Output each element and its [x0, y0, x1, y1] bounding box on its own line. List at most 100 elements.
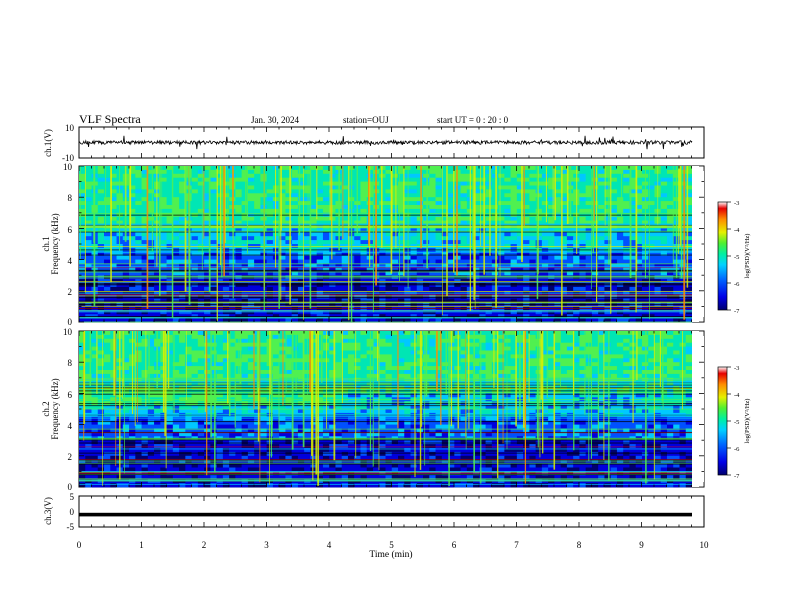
spectrogram-cell: [329, 220, 336, 225]
spectrogram-cell: [566, 255, 574, 260]
spectrogram-cell: [560, 255, 568, 260]
spectrogram-cell: [416, 310, 424, 315]
spectrogram-cell: [254, 201, 261, 206]
spectrogram-cell: [510, 220, 518, 225]
spectrogram-cell: [523, 259, 530, 264]
spectrogram-cell: [591, 185, 599, 190]
spectrogram-cell: [548, 216, 555, 221]
spectrogram-cell: [335, 294, 343, 299]
spectrogram-cell: [172, 177, 180, 182]
spectrogram-cell: [385, 271, 393, 276]
spectrogram-cell: [291, 294, 299, 299]
spectrogram-cell: [573, 251, 580, 257]
spectrogram-cell: [416, 228, 424, 233]
hum-line: [79, 213, 692, 215]
spectrogram-cell: [310, 259, 318, 264]
spectrogram-cell: [679, 286, 687, 292]
spectrogram-cell: [160, 224, 167, 229]
spectrogram-cell: [466, 338, 474, 344]
spectrogram-cell: [598, 334, 605, 340]
spectrogram-cell: [510, 318, 518, 323]
spectrogram-cell: [623, 342, 630, 347]
spectrogram-cell: [479, 338, 486, 344]
spectrogram-cell: [473, 275, 480, 280]
spectrogram-cell: [254, 216, 261, 221]
spectrogram-cell: [354, 350, 361, 355]
spectrogram-cell: [85, 334, 92, 340]
spectrogram-cell: [391, 220, 399, 225]
spectrogram-cell: [666, 263, 674, 268]
hum-line: [79, 275, 692, 277]
spectrogram-cell: [529, 236, 537, 241]
spectrogram-cell: [554, 244, 562, 249]
spectrogram-cell: [441, 232, 449, 237]
spectrogram-cell: [341, 216, 349, 221]
spectrogram-cell: [554, 251, 562, 257]
spectrogram-cell: [498, 255, 505, 260]
spectrogram-cell: [423, 271, 430, 276]
spectrogram-cell: [491, 259, 499, 264]
spectrogram-cell: [635, 216, 643, 221]
spectrogram-cell: [410, 318, 418, 323]
spectrogram-cell: [216, 240, 224, 245]
spectrogram-cell: [598, 232, 605, 237]
spectrogram-cell: [110, 255, 117, 260]
spectrogram-cell: [279, 318, 286, 323]
spectrogram-cell: [322, 286, 330, 292]
spectrogram-cell: [85, 267, 92, 272]
spectrogram-cell: [460, 338, 468, 344]
spectrogram-cell: [548, 177, 555, 182]
spectrogram-cell: [91, 354, 99, 359]
spectrogram-cell: [160, 197, 167, 202]
spectrogram-cell: [322, 310, 330, 315]
spectrogram-cell: [660, 205, 668, 210]
spectrogram-cell: [79, 240, 86, 245]
spectrogram-cell: [122, 275, 130, 280]
hum-line: [79, 311, 692, 313]
spectrogram-cell: [272, 331, 280, 336]
spectrogram-cell: [360, 197, 368, 202]
spectrogram-cell: [247, 228, 255, 233]
sferic-streak: [672, 166, 674, 264]
spectrogram-cell: [122, 346, 130, 351]
spectrogram-cell: [535, 201, 543, 206]
spectrogram-cell: [247, 169, 255, 175]
spectrogram-cell: [160, 177, 167, 182]
spectrogram-cell: [385, 220, 393, 225]
spectrogram-cell: [416, 255, 424, 260]
spectrogram-cell: [172, 236, 180, 241]
spectrogram-cell: [410, 208, 418, 214]
spectrogram-cell: [666, 346, 674, 351]
sferic-streak: [372, 166, 374, 313]
spectrogram-cell: [229, 334, 236, 340]
spectrogram-cell: [654, 294, 662, 299]
spectrogram-cell: [379, 267, 386, 272]
spectrogram-cell: [335, 255, 343, 260]
spectrogram-cell: [448, 259, 455, 264]
spectrogram-cell: [491, 166, 499, 171]
spectrogram-cell: [579, 255, 587, 260]
spectrogram-cell: [129, 220, 136, 225]
spectrogram-cell: [235, 220, 243, 225]
spectrogram-cell: [654, 342, 662, 347]
spectrogram-cell: [304, 240, 311, 245]
spectrogram-cell: [316, 232, 324, 237]
spectrogram-cell: [129, 236, 136, 241]
spectrogram-cell: [185, 354, 192, 359]
spectrogram-cell: [404, 185, 411, 190]
spectrogram-cell: [648, 185, 655, 190]
spectrogram-cell: [291, 185, 299, 190]
spectrogram-cell: [429, 189, 436, 194]
spectrogram-cell: [510, 201, 518, 206]
spectrogram-cell: [485, 208, 493, 214]
spectrogram-cell: [604, 334, 612, 340]
spectrogram-cell: [297, 338, 305, 344]
spectrogram-cell: [429, 354, 436, 359]
spectrogram-cell: [416, 267, 424, 272]
spectrogram-cell: [473, 244, 480, 249]
spectrogram-cell: [529, 201, 537, 206]
spectrogram-cell: [160, 263, 167, 268]
spectrogram-cell: [297, 232, 305, 237]
spectrogram-cell: [254, 275, 261, 280]
spectrogram-cell: [566, 318, 574, 323]
